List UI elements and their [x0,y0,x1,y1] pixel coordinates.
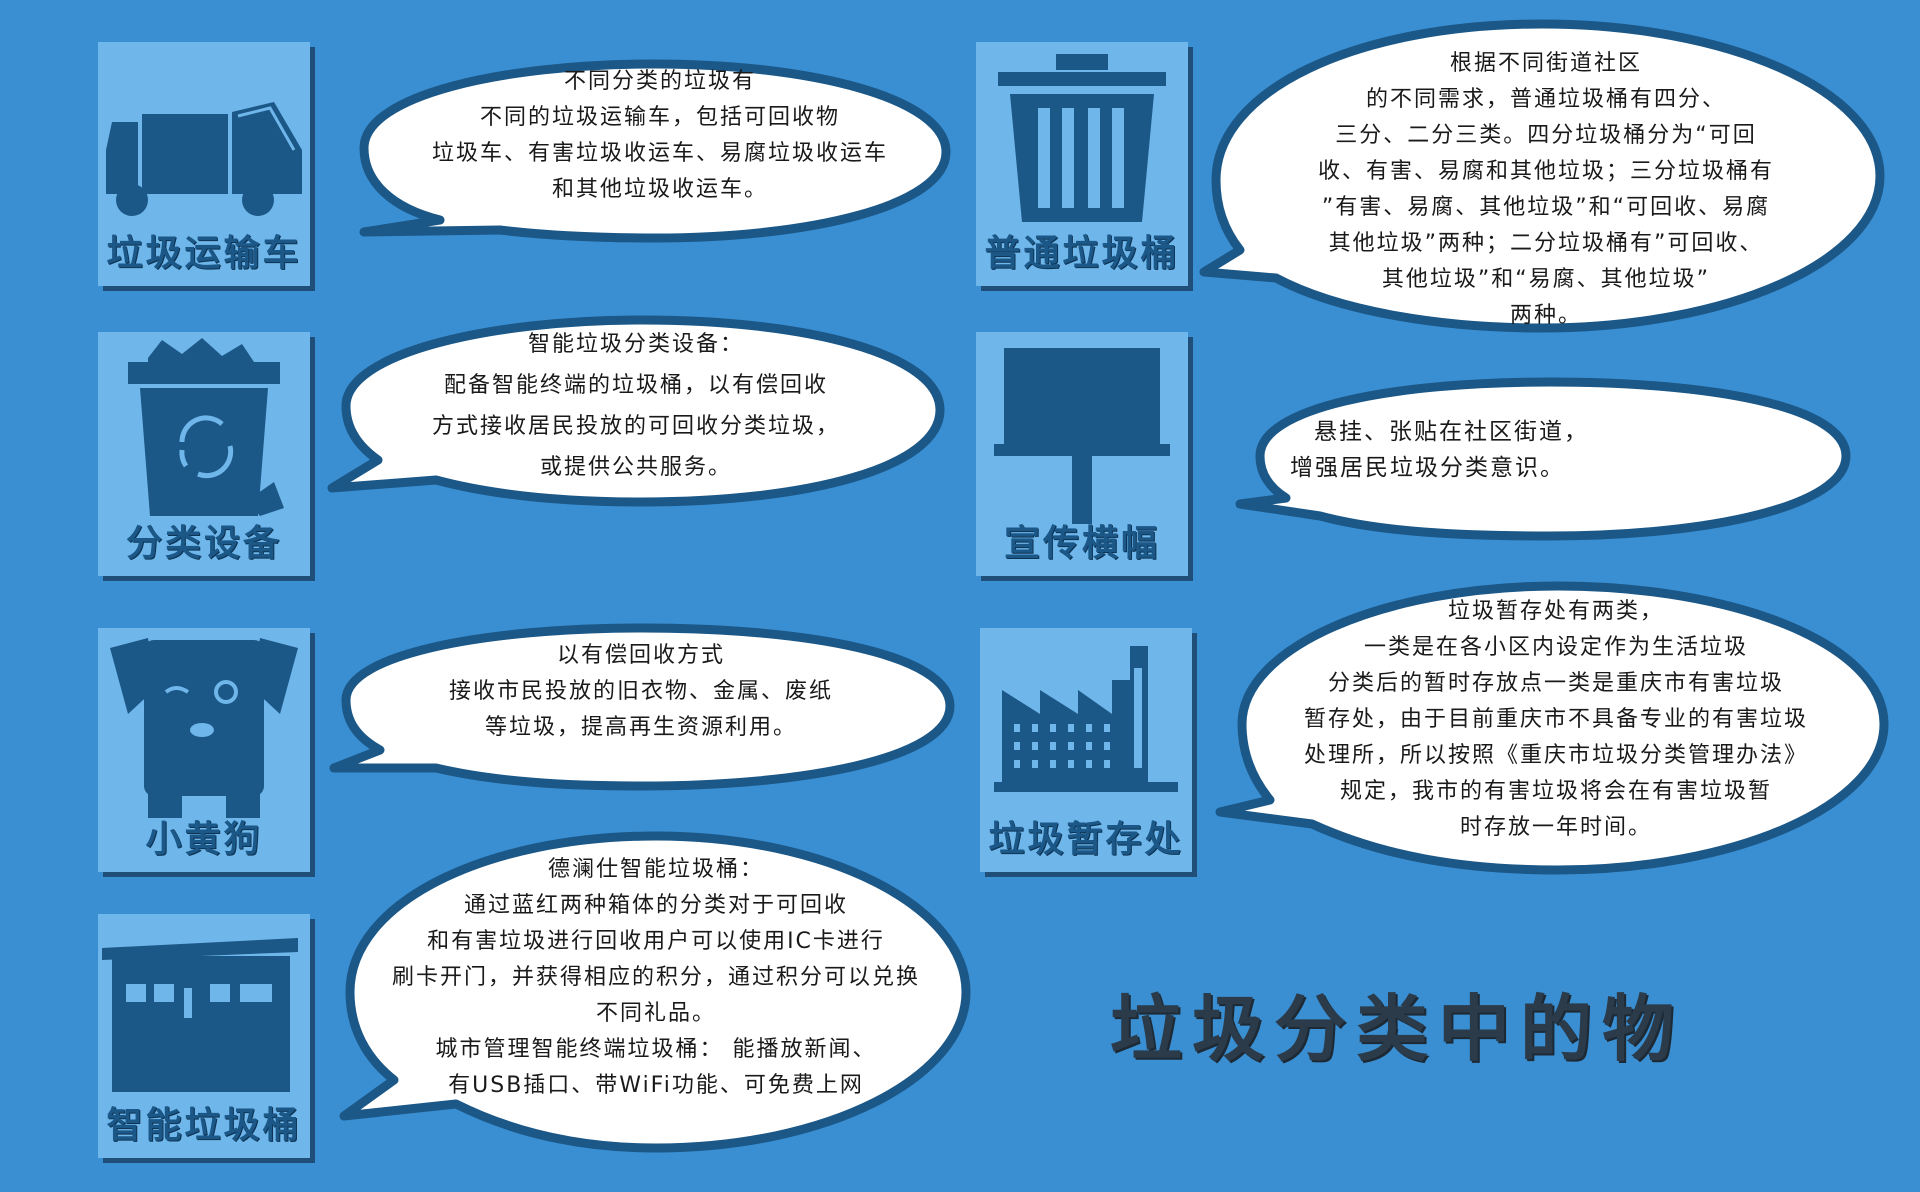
bubble-trash-can: 根据不同街道社区 的不同需求，普通垃圾桶有四分、 三分、二分三类。四分垃圾桶分为“可… [1196,10,1888,335]
card-label: 垃圾暂存处 [988,819,1184,860]
dog-icon [110,638,298,818]
bubble-yellow-dog: 以有偿回收方式 接收市民投放的旧衣物、金属、废纸 等垃圾，提高再生资源利用。 [326,618,958,791]
speech-bubble-shape [329,623,955,791]
trash-can-icon [998,54,1166,222]
recycle-bin-icon [128,338,284,516]
bubble-text: 悬挂、张贴在社区街道， 增强居民垃圾分类意识。 [1290,419,1589,481]
factory-icon [994,646,1178,792]
card-sorting-device: 分类设备 [98,332,310,576]
speech-bubble-shape [327,315,945,507]
card-label: 宣传横幅 [1003,523,1160,564]
card-label: 分类设备 [125,523,282,564]
card-storage: 垃圾暂存处 [980,628,1192,872]
bubble-text: 垃圾暂存处有两类， 一类是在各小区内设定作为生活垃圾 分类后的暂时存放点一类是重庆市… [1303,599,1808,840]
bubble-sorting-device: 智能垃圾分类设备： 配备智能终端的垃圾桶，以有偿回收 方式接收居民投放的可回收分类垃… [326,310,948,507]
card-trash-can: 普通垃圾桶 [976,42,1188,286]
card-label: 智能垃圾桶 [106,1105,302,1146]
card-banner: 宣传横幅 [976,332,1188,576]
bubble-banner: 悬挂、张贴在社区街道， 增强居民垃圾分类意识。 [1230,370,1856,541]
card-garbage-truck: 垃圾运输车 [98,42,310,286]
card-yellow-dog: 小黄狗 [98,628,310,872]
speech-bubble-shape [359,59,951,243]
speech-bubble-shape [339,831,971,1153]
speech-bubble-shape [1215,581,1889,875]
speech-bubble-shape [1199,19,1885,333]
bubble-storage: 垃圾暂存处有两类， 一类是在各小区内设定作为生活垃圾 分类后的暂时存放点一类是重庆市… [1212,574,1892,875]
banner-icon [994,348,1170,524]
garbage-truck-icon [106,102,302,216]
bubble-text: 智能垃圾分类设备： 配备智能终端的垃圾桶，以有偿回收 方式接收居民投放的可回收分类垃… [431,332,840,480]
kiosk-icon [102,938,298,1092]
bubble-text: 根据不同街道社区 的不同需求，普通垃圾桶有四分、 三分、二分三类。四分垃圾桶分为“可… [1317,51,1774,328]
speech-bubble-shape [1235,377,1851,541]
bubble-text: 以有偿回收方式 接收市民投放的旧衣物、金属、废纸 等垃圾，提高再生资源利用。 [448,643,833,740]
bubble-truck: 不同分类的垃圾有 不同的垃圾运输车，包括可回收物 垃圾车、有害垃圾收运车、易腐垃圾收… [350,40,960,243]
bubble-smart-bin: 德澜仕智能垃圾桶： 通过蓝红两种箱体的分类对于可回收 和有害垃圾进行回收用户可以使用… [326,822,986,1153]
bubble-text: 不同分类的垃圾有 不同的垃圾运输车，包括可回收物 垃圾车、有害垃圾收运车、易腐垃圾收… [431,69,888,202]
card-label: 小黄狗 [145,819,263,860]
page-title: 垃圾分类中的物 [1110,987,1685,1071]
card-label: 垃圾运输车 [106,233,302,274]
bubble-text: 德澜仕智能垃圾桶： 通过蓝红两种箱体的分类对于可回收 和有害垃圾进行回收用户可以使用… [391,857,920,1098]
card-label: 普通垃圾桶 [984,233,1180,274]
card-smart-bin: 智能垃圾桶 [98,914,310,1158]
